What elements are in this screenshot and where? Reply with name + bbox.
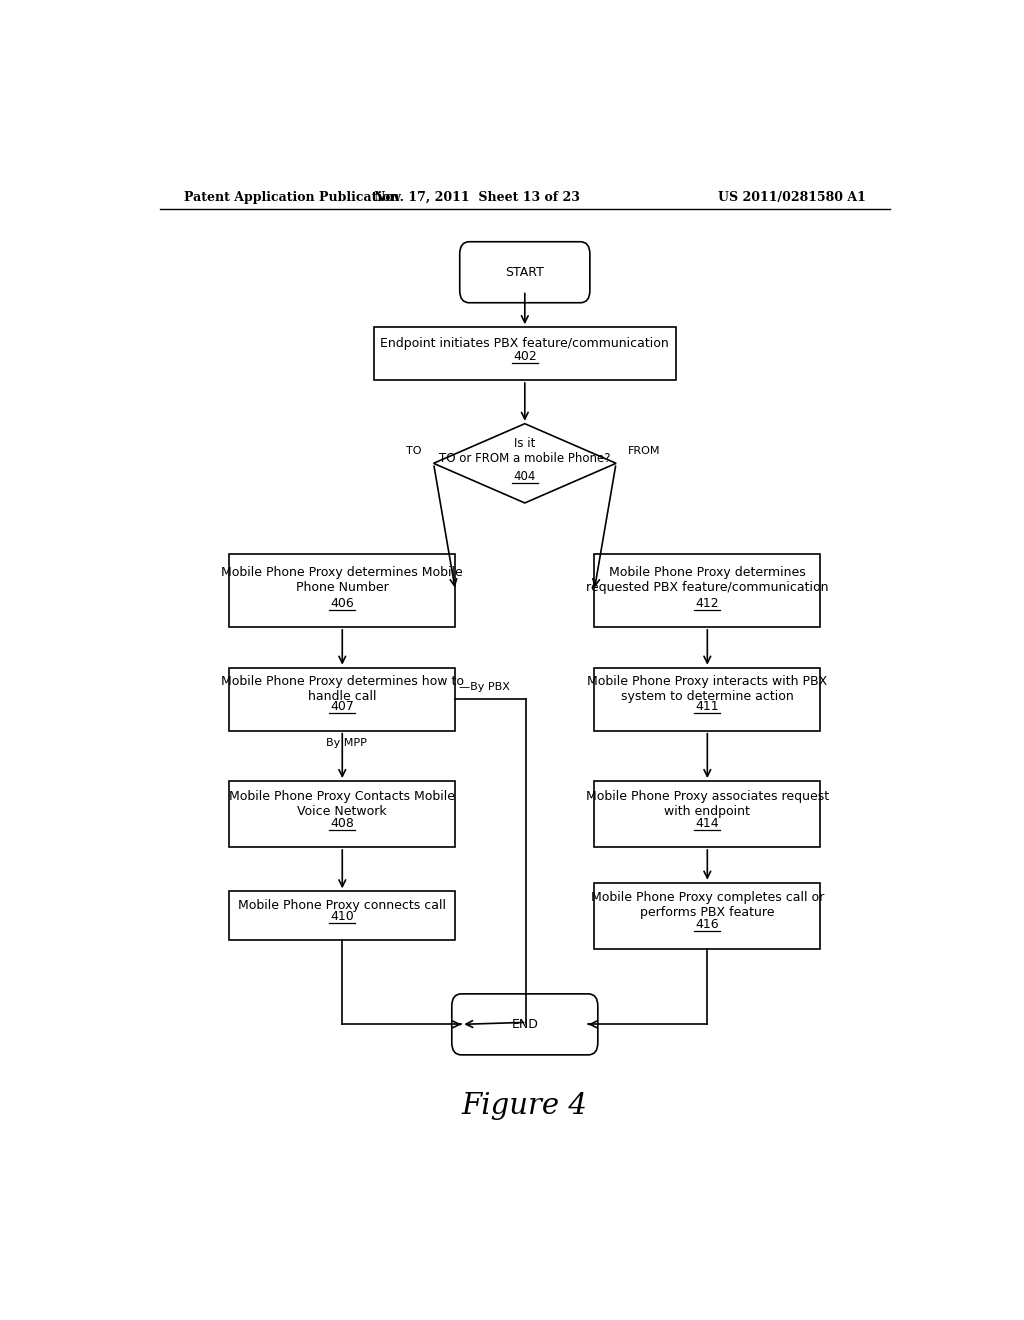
Text: Patent Application Publication: Patent Application Publication — [183, 190, 399, 203]
FancyBboxPatch shape — [460, 242, 590, 302]
Text: END: END — [511, 1018, 539, 1031]
Text: —By PBX: —By PBX — [460, 682, 510, 692]
Text: Mobile Phone Proxy Contacts Mobile
Voice Network: Mobile Phone Proxy Contacts Mobile Voice… — [229, 789, 456, 818]
Text: TO: TO — [407, 446, 422, 457]
Text: 416: 416 — [695, 919, 719, 932]
Text: Mobile Phone Proxy determines Mobile
Phone Number: Mobile Phone Proxy determines Mobile Pho… — [221, 566, 463, 594]
Text: 414: 414 — [695, 817, 719, 830]
Bar — [229, 891, 456, 940]
Text: 412: 412 — [695, 597, 719, 610]
Text: 404: 404 — [514, 470, 536, 483]
Polygon shape — [433, 424, 616, 503]
Text: Mobile Phone Proxy determines
requested PBX feature/communication: Mobile Phone Proxy determines requested … — [586, 566, 828, 594]
Text: 411: 411 — [695, 701, 719, 713]
Text: Mobile Phone Proxy associates request
with endpoint: Mobile Phone Proxy associates request wi… — [586, 789, 828, 818]
Bar — [229, 668, 456, 731]
Text: 402: 402 — [513, 350, 537, 363]
Bar — [594, 554, 820, 627]
Text: Is it
TO or FROM a mobile Phone?: Is it TO or FROM a mobile Phone? — [439, 437, 610, 465]
FancyBboxPatch shape — [452, 994, 598, 1055]
Text: Mobile Phone Proxy determines how to
handle call: Mobile Phone Proxy determines how to han… — [221, 675, 464, 704]
Bar — [229, 781, 456, 847]
Text: Figure 4: Figure 4 — [462, 1092, 588, 1119]
Bar — [229, 554, 456, 627]
Text: Mobile Phone Proxy connects call: Mobile Phone Proxy connects call — [239, 899, 446, 912]
Bar — [594, 781, 820, 847]
Text: 410: 410 — [331, 909, 354, 923]
Bar — [374, 327, 676, 380]
Text: Mobile Phone Proxy interacts with PBX
system to determine action: Mobile Phone Proxy interacts with PBX sy… — [587, 675, 827, 704]
Bar — [594, 883, 820, 949]
Text: Endpoint initiates PBX feature/communication: Endpoint initiates PBX feature/communica… — [381, 337, 669, 350]
Text: FROM: FROM — [628, 446, 660, 457]
Text: By MPP: By MPP — [326, 738, 367, 747]
Text: US 2011/0281580 A1: US 2011/0281580 A1 — [718, 190, 866, 203]
Bar — [594, 668, 820, 731]
Text: 407: 407 — [331, 701, 354, 713]
Text: 408: 408 — [331, 817, 354, 830]
Text: 406: 406 — [331, 597, 354, 610]
Text: START: START — [506, 265, 544, 279]
Text: Mobile Phone Proxy completes call or
performs PBX feature: Mobile Phone Proxy completes call or per… — [591, 891, 824, 920]
Text: Nov. 17, 2011  Sheet 13 of 23: Nov. 17, 2011 Sheet 13 of 23 — [374, 190, 581, 203]
